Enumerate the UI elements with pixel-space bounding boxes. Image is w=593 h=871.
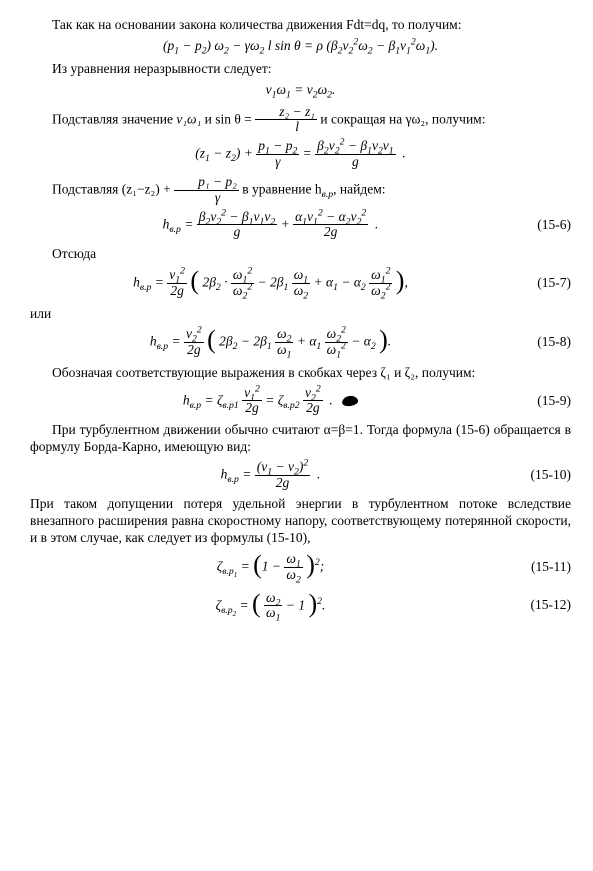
eq: v1ω1 = v2ω2.	[30, 82, 571, 99]
eq: hв.р = (v1 − v2)22g .	[30, 460, 511, 490]
equation-15-12: ζв.р2 = ( ω2ω1 − 1 )2. (15-12)	[30, 590, 571, 623]
eq: hв.р = β2v22 − β1v1v2g + α1v12 − α2v222g…	[30, 210, 511, 240]
paragraph-loss: При таком допущении потеря удельной энер…	[30, 496, 571, 547]
eq: hв.р = v222g ( 2β2 − 2β1 ω2ω1 + α1 ω22ω1…	[30, 326, 511, 359]
text: При таком допущении потеря удельной энер…	[30, 496, 571, 545]
num: z₂ − z₁	[255, 105, 317, 121]
text: или	[30, 306, 51, 321]
paragraph-into-h: Подставляя (z₁−z₂) + p₁ − p₂ γ в уравнен…	[30, 175, 571, 205]
paragraph-substitute: Подставляя значение v₁ω₁ и sin θ = z₂ − …	[30, 105, 571, 135]
text: Так как на основании закона количества д…	[52, 17, 461, 32]
eq: hв.р = ζв.р1 v122g = ζв.р2 v222g .	[30, 386, 511, 416]
inline-frac-sin: z₂ − z₁ l	[255, 105, 317, 135]
eq-number: (15-11)	[511, 559, 571, 576]
eq: hв.р = v122g ( 2β2 · ω12ω22 − 2β1 ω1ω2 +…	[30, 267, 511, 300]
equation-15-6: hв.р = β2v22 − β1v1v2g + α1v12 − α2v222g…	[30, 210, 571, 240]
ink-blob-icon	[342, 395, 359, 407]
eq-number: (15-12)	[511, 597, 571, 614]
num: p₁ − p₂	[174, 175, 239, 191]
text: При турбулентном движении обычно считают…	[30, 422, 571, 454]
sub: в.р	[322, 189, 334, 200]
eq-number: (15-8)	[511, 334, 571, 351]
text-b: в уравнение h	[242, 182, 321, 197]
den: γ	[174, 191, 239, 206]
text: Обозначая соответствующие выражения в ск…	[52, 365, 475, 380]
equation-15-9: hв.р = ζв.р1 v122g = ζв.р2 v222g . (15-9…	[30, 386, 571, 416]
eq: ζв.р1 = (1 − ω1ω2 )2;	[30, 551, 511, 584]
equation-15-11: ζв.р1 = (1 − ω1ω2 )2; (15-11)	[30, 551, 571, 584]
eq-number: (15-10)	[511, 467, 571, 484]
equation-15-10: hв.р = (v1 − v2)22g . (15-10)	[30, 460, 571, 490]
eq: ζв.р2 = ( ω2ω1 − 1 )2.	[30, 590, 511, 623]
text-c: и сокращая на γω₂, получим:	[320, 111, 485, 126]
text-a: Подставляя значение	[52, 111, 176, 126]
den: l	[255, 120, 317, 135]
eq-number: (15-7)	[511, 275, 571, 292]
paragraph-zeta: Обозначая соответствующие выражения в ск…	[30, 365, 571, 382]
equation-momentum: (p1 − p2) ω2 − γω2 l sin θ = ρ (β2v22ω2 …	[30, 38, 571, 55]
eq-number: (15-9)	[511, 393, 571, 410]
paragraph-fdt: Так как на основании закона количества д…	[30, 17, 571, 34]
eq-number: (15-6)	[511, 217, 571, 234]
equation-z-p: (z1 − z2) + p1 − p2γ = β2v22 − β1v2v1g .	[30, 139, 571, 169]
equation-continuity: v1ω1 = v2ω2.	[30, 82, 571, 99]
eq: (p1 − p2) ω2 − γω2 l sin θ = ρ (β2v22ω2 …	[30, 38, 571, 55]
text-a: Подставляя (z₁−z₂) +	[52, 182, 174, 197]
text: Отсюда	[52, 246, 96, 261]
text-c: , найдем:	[333, 182, 385, 197]
text-b: и sin θ =	[205, 111, 256, 126]
eq: (z1 − z2) + p1 − p2γ = β2v22 − β1v2v1g .	[30, 139, 571, 169]
equation-15-8: hв.р = v222g ( 2β2 − 2β1 ω2ω1 + α1 ω22ω1…	[30, 326, 571, 359]
inline-frac-p: p₁ − p₂ γ	[174, 175, 239, 205]
paragraph-or: или	[30, 306, 571, 323]
text: Из уравнения неразрывности следует:	[52, 61, 272, 76]
equation-15-7: hв.р = v122g ( 2β2 · ω12ω22 − 2β1 ω1ω2 +…	[30, 267, 571, 300]
inline-v1w1: v₁ω₁	[176, 111, 201, 126]
paragraph-continuity: Из уравнения неразрывности следует:	[30, 61, 571, 78]
paragraph-turbulent: При турбулентном движении обычно считают…	[30, 422, 571, 456]
paragraph-hence: Отсюда	[30, 246, 571, 263]
